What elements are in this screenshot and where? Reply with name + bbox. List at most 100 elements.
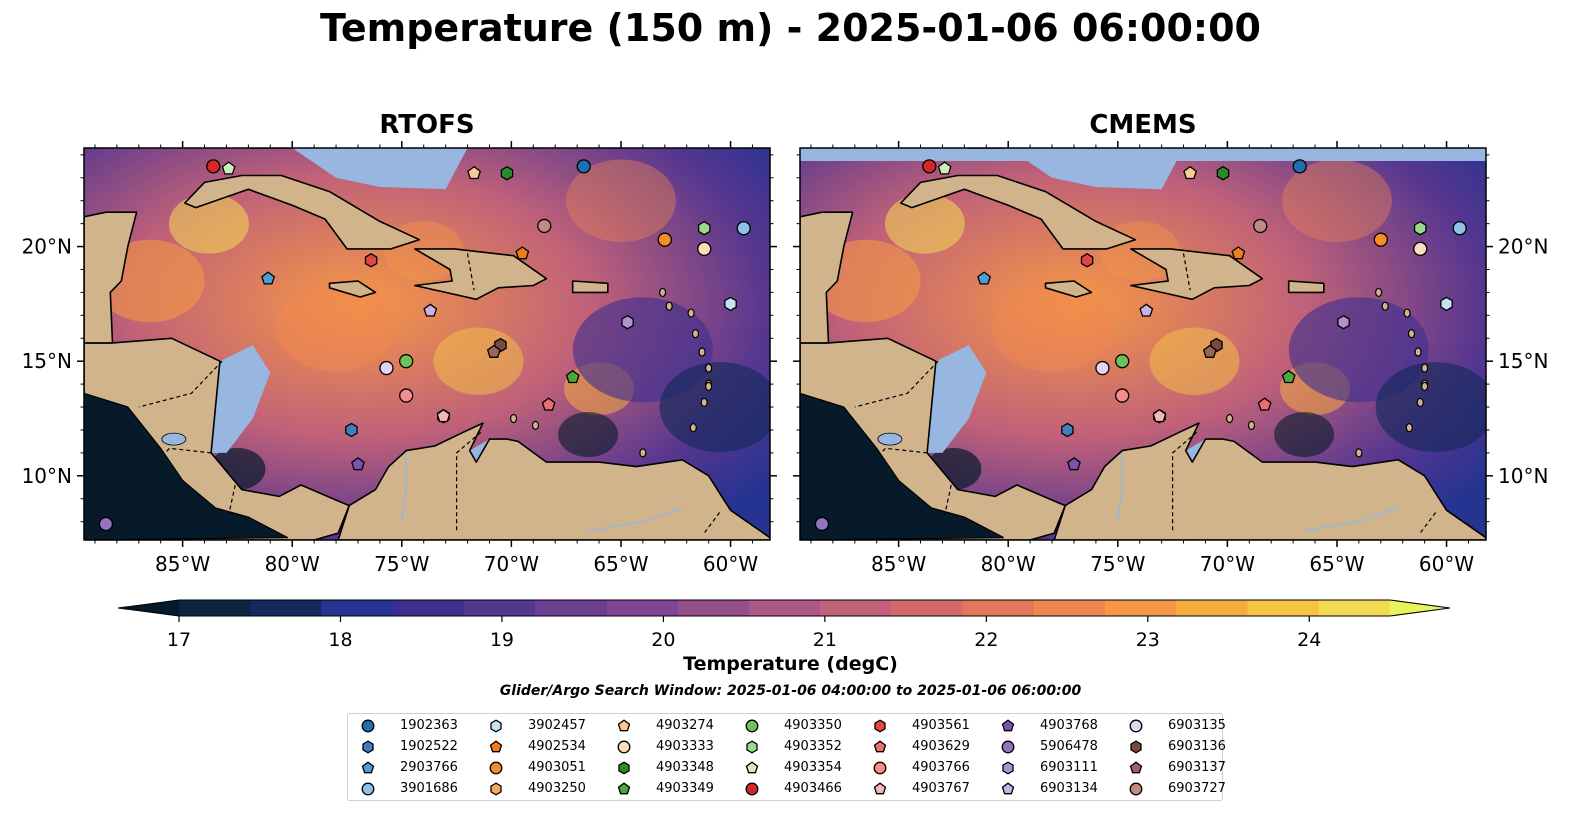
platform-marker-6903135 [1095,360,1110,376]
platform-marker-4903333 [1413,241,1428,257]
colorbar-segment [962,600,1035,616]
colorbar-segment [1105,600,1177,616]
platform-marker-5906478 [814,516,830,532]
colorbar-under-arrow [118,600,179,616]
legend-label: 4903629 [912,739,970,754]
colorbar-tick-label: 24 [1297,629,1321,651]
platform-marker-6903111 [621,314,634,330]
legend-marker-pentagon [1001,782,1015,795]
platform-marker-5906478 [98,516,114,532]
legend-label: 4903766 [912,760,970,775]
platform-marker-4903561 [1080,253,1094,268]
y-tick-label: 10°N [1498,464,1548,488]
legend-marker-circle [745,782,759,796]
figure-title: Temperature (150 m) - 2025-01-06 06:00:0… [319,6,1261,50]
legend-label: 6903111 [1040,760,1098,775]
platform-marker-1902522 [345,422,358,438]
x-tick-label: 70°W [1200,552,1255,576]
panel-title-rtofs: RTOFS [379,110,475,140]
platform-marker-4903274 [467,165,482,180]
platform-marker-2903766 [261,271,276,285]
colorbar-tick-label: 18 [328,629,352,651]
colorbar-tick-label: 19 [490,629,514,651]
platform-marker-4903051 [1373,232,1388,247]
platform-marker-6903727 [1253,218,1268,234]
legend-marker-pentagon [873,782,887,795]
x-tick-label: 75°W [1090,552,1145,576]
platform-marker-6903727 [537,218,552,234]
y-tick-label: 15°N [22,349,72,373]
x-tick-label: 85°W [155,552,210,576]
colorbar-segment [1033,600,1106,616]
legend-marker-circle [1001,740,1015,754]
colorbar-segment [677,600,750,616]
platform-marker-3902457 [724,296,737,312]
platform-legend: 1902363 1902522 2903766 3901686 3902457 49025… [347,713,1226,801]
legend-label: 4903348 [656,760,714,775]
platform-marker-4903766 [399,388,414,403]
platform-marker-4903350 [1115,354,1130,369]
legend-label: 4903274 [656,718,714,733]
platform-marker-1902363 [576,159,591,174]
map-panel-cmems: 85°W 80°W 75°W 70°W 65°W 60°W 20°N 15°N 10°N [793,141,1548,576]
x-tick-label: 65°W [593,552,648,576]
legend-label: 4903051 [528,760,586,775]
legend-label: 4903350 [784,718,842,733]
legend-marker-circle [745,719,759,733]
legend-marker-hexagon [1002,761,1014,775]
x-tick-label: 80°W [981,552,1036,576]
colorbar-segment [250,600,322,616]
panel-title-cmems: CMEMS [1089,110,1197,140]
x-tick-label: 85°W [871,552,926,576]
platform-marker-6903134 [423,303,438,317]
platform-marker-3901686 [1452,221,1467,236]
platform-marker-4903466 [922,159,937,174]
legend-label: 4902534 [528,739,586,754]
legend-marker-circle [1129,782,1143,796]
legend-marker-hexagon [618,761,630,775]
platform-marker-4902534 [515,246,530,260]
y-tick-label: 20°N [22,235,72,259]
platform-marker-6903135 [379,360,394,376]
legend-marker-pentagon [873,740,887,753]
legend-label: 6903134 [1040,781,1098,796]
legend-marker-pentagon [617,719,631,732]
legend-marker-pentagon [489,740,503,753]
x-tick-label: 60°W [703,552,758,576]
legend-marker-circle [873,761,887,775]
colorbar-tick-label: 21 [813,629,837,651]
legend-marker-hexagon [746,740,758,754]
x-tick-label: 80°W [265,552,320,576]
colorbar: 17 18 19 20 21 22 23 24 [117,599,1451,651]
legend-label: 4903354 [784,760,842,775]
legend-label: 4903767 [912,781,970,796]
legend-label: 3901686 [400,781,458,796]
platform-marker-4903352 [697,220,711,236]
platform-marker-4903348 [1216,165,1230,181]
legend-label: 4903349 [656,781,714,796]
legend-label: 6903727 [1168,781,1226,796]
platform-marker-4903051 [657,232,672,247]
platform-marker-4903629 [541,397,556,411]
platform-marker-1902522 [1061,422,1074,438]
platform-marker-4903348 [500,165,514,181]
legend-label: 4903466 [784,781,842,796]
search-window-text: Glider/Argo Search Window: 2025-01-06 04… [499,683,1082,699]
colorbar-segment [321,600,394,616]
legend-label: 4903768 [1040,718,1098,733]
platform-marker-3902457 [1440,296,1453,312]
legend-marker-hexagon [1130,740,1142,754]
platform-marker-4903766 [1115,388,1130,403]
x-tick-label: 70°W [484,552,539,576]
legend-label: 5906478 [1040,739,1098,754]
colorbar-tick-label: 17 [167,629,191,651]
platform-marker-4903466 [206,159,221,174]
colorbar-tick-label: 22 [974,629,998,651]
legend-label: 6903136 [1168,739,1226,754]
legend-marker-circle [361,719,375,733]
platform-marker-4902534 [1231,246,1246,260]
map-panel-rtofs: 85°W 80°W 75°W 70°W 65°W 60°W 20°N 15°N 10°N [22,141,777,576]
y-tick-label: 15°N [1498,349,1548,373]
platform-marker-2903766 [977,271,992,285]
legend-label: 2903766 [400,760,458,775]
